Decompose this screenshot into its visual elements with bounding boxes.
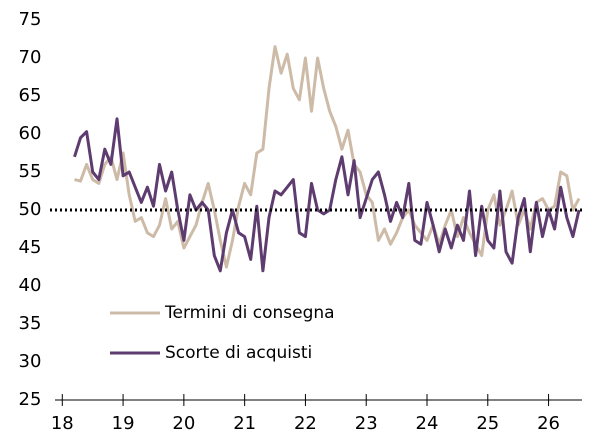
series-line bbox=[74, 45, 581, 269]
y-tick-label: 75 bbox=[19, 9, 42, 30]
x-tick-label: 21 bbox=[233, 413, 256, 434]
y-tick-label: 40 bbox=[19, 275, 42, 296]
y-tick-label: 65 bbox=[19, 85, 42, 106]
y-tick-label: 30 bbox=[19, 351, 42, 372]
x-tick-label: 26 bbox=[537, 413, 560, 434]
y-tick-label: 45 bbox=[19, 237, 42, 258]
y-tick-label: 70 bbox=[19, 47, 42, 68]
legend-label: Scorte di acquisti bbox=[165, 343, 312, 363]
y-tick-label: 50 bbox=[19, 199, 42, 220]
y-tick-label: 60 bbox=[19, 123, 42, 144]
y-tick-label: 25 bbox=[19, 389, 42, 410]
series-line bbox=[73, 117, 581, 273]
x-tick-label: 25 bbox=[476, 413, 499, 434]
y-tick-label: 55 bbox=[19, 161, 42, 182]
y-tick-label: 35 bbox=[19, 313, 42, 334]
x-tick-label: 23 bbox=[355, 413, 378, 434]
x-tick-label: 24 bbox=[416, 413, 439, 434]
x-tick-label: 22 bbox=[294, 413, 317, 434]
x-tick-label: 18 bbox=[51, 413, 74, 434]
x-tick-label: 19 bbox=[112, 413, 135, 434]
legend-label: Termini di consegna bbox=[164, 303, 335, 323]
x-tick-label: 20 bbox=[172, 413, 195, 434]
